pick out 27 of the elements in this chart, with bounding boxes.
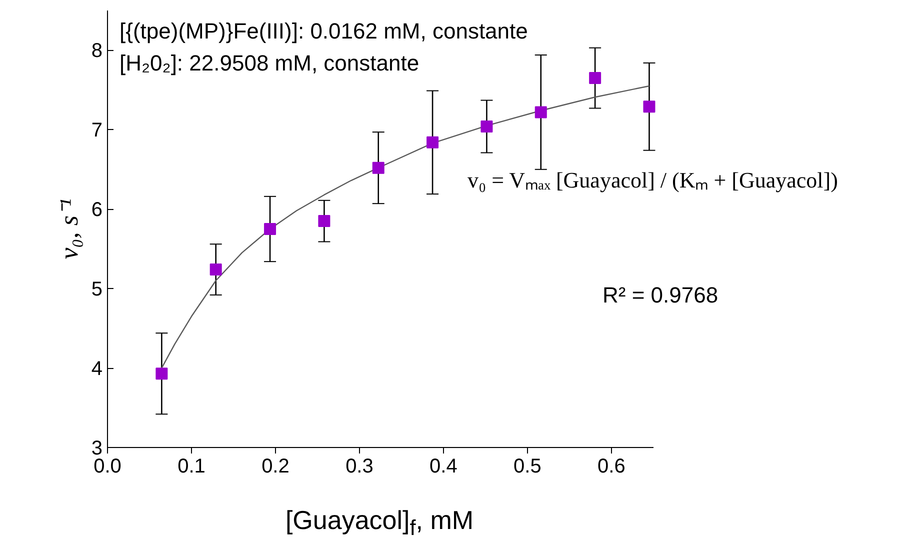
x-axis-title: [Guayacol]$_{f}$, mM [285,504,474,542]
y-tick-label: 4 [91,358,102,380]
point [426,136,439,148]
y-tick-label: 5 [91,278,102,301]
x-tick-label: 0.1 [178,456,206,478]
annotation: [{(tpe)(MP)}Fe(III)]: 0.0162 mM, constante [120,18,528,44]
annotation: [H₂0₂]: 22.9508 mM, constante [120,50,420,76]
point [210,264,222,276]
x-tick-label: 0.6 [598,456,626,478]
y-tick-label: 6 [91,199,102,222]
y-axis-title: v₀, s⁻¹ [54,198,84,260]
point [643,100,656,113]
point [318,215,330,228]
point [480,120,493,133]
x-tick-label: 0.2 [262,456,290,478]
y-tick-label: 8 [91,40,102,62]
point [156,368,168,380]
point [372,162,384,174]
point [534,106,547,118]
annotation: v₀ = Vₘₐₓ [Guayacol] / (Kₘ + [Guayacol]) [468,168,838,192]
annotation: R² = 0.9768 [602,282,718,308]
y-tick-label: 7 [91,120,102,142]
x-tick-label: 0.3 [346,456,374,478]
point [589,72,602,84]
x-tick-label: 0.5 [514,456,542,478]
x-tick-label: 0.4 [430,456,458,478]
point [264,223,276,235]
